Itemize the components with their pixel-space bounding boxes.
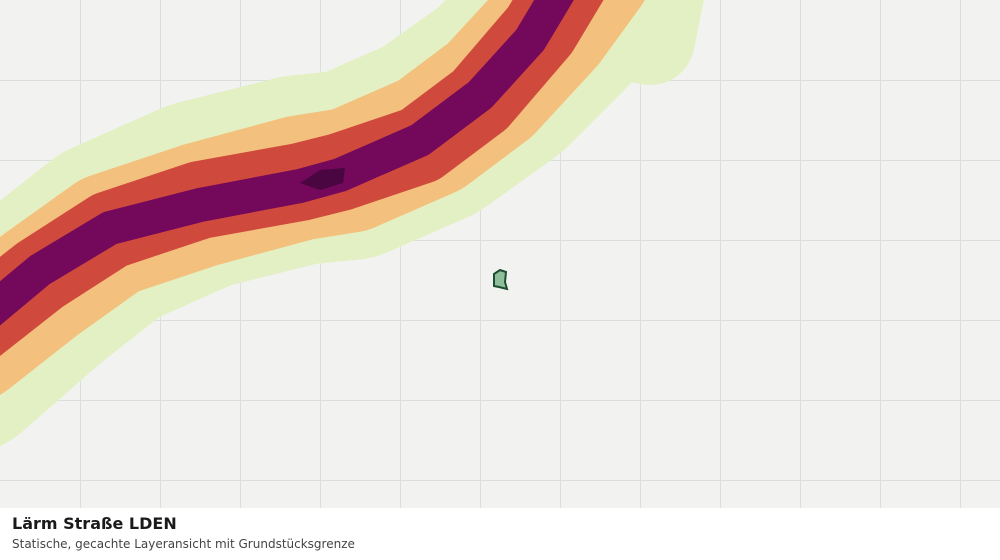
layer-subtitle: Statische, gecachte Layeransicht mit Gru… bbox=[12, 537, 355, 551]
noise-hotspot bbox=[300, 168, 345, 190]
layer-title: Lärm Straße LDEN bbox=[12, 514, 177, 533]
parcel-boundary bbox=[493, 268, 509, 291]
map-view bbox=[0, 0, 1000, 508]
caption-panel: Lärm Straße LDEN Statische, gecachte Lay… bbox=[0, 508, 1000, 560]
